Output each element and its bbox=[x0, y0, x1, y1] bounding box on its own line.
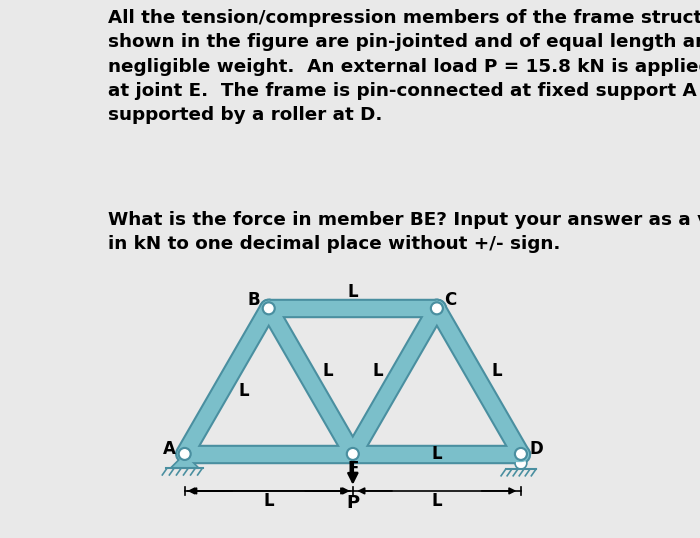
Text: L: L bbox=[347, 282, 358, 301]
Circle shape bbox=[517, 450, 525, 458]
Text: L: L bbox=[263, 492, 274, 510]
Circle shape bbox=[265, 304, 273, 313]
Circle shape bbox=[262, 302, 275, 315]
Text: L: L bbox=[431, 445, 442, 463]
Circle shape bbox=[433, 304, 441, 313]
Circle shape bbox=[346, 448, 359, 461]
Circle shape bbox=[178, 448, 191, 461]
Text: A: A bbox=[163, 440, 176, 458]
Text: C: C bbox=[444, 291, 456, 309]
Text: E: E bbox=[347, 460, 358, 478]
Polygon shape bbox=[170, 454, 199, 468]
Text: L: L bbox=[372, 362, 383, 380]
Text: D: D bbox=[529, 440, 543, 458]
Circle shape bbox=[430, 302, 443, 315]
Circle shape bbox=[181, 450, 189, 458]
Text: L: L bbox=[239, 382, 249, 400]
Circle shape bbox=[514, 448, 527, 461]
Text: What is the force in member BE? Input your answer as a value only
in kN to one d: What is the force in member BE? Input yo… bbox=[108, 211, 700, 253]
Text: P: P bbox=[346, 494, 359, 512]
Circle shape bbox=[349, 450, 357, 458]
Text: L: L bbox=[323, 362, 334, 380]
Text: B: B bbox=[247, 291, 260, 309]
Text: All the tension/compression members of the frame structure
shown in the figure a: All the tension/compression members of t… bbox=[108, 9, 700, 124]
Text: L: L bbox=[491, 362, 502, 380]
Circle shape bbox=[515, 457, 527, 469]
Text: L: L bbox=[431, 492, 442, 510]
